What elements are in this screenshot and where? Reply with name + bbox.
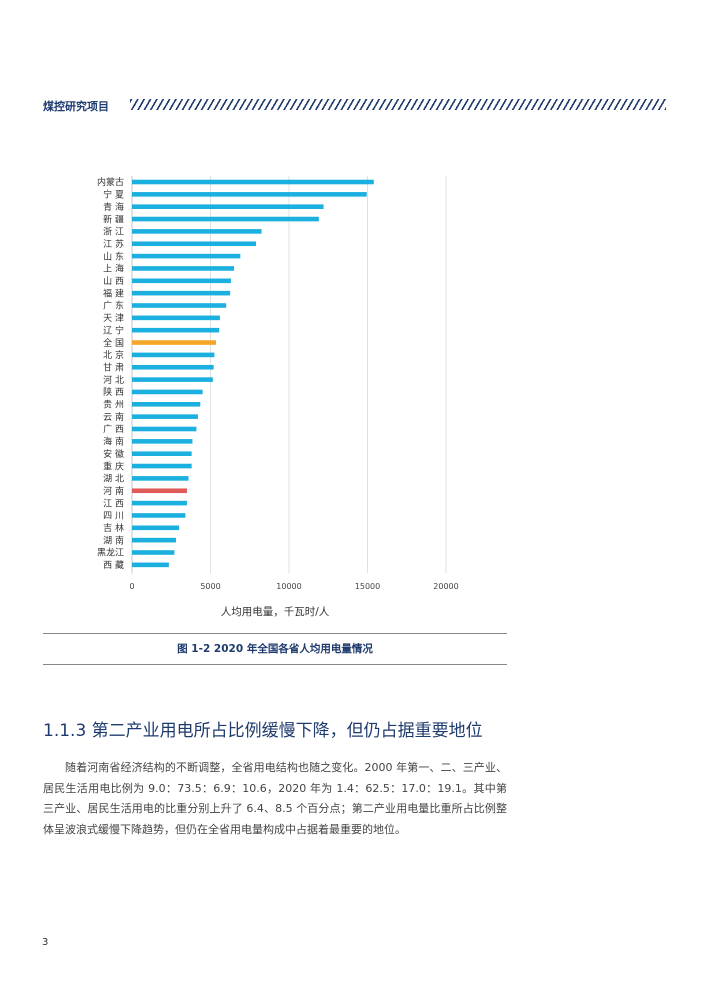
category-label: 湖 南 <box>103 534 124 546</box>
bar <box>132 414 198 419</box>
category-label: 辽 宁 <box>103 324 124 336</box>
category-label: 吉 林 <box>103 522 124 534</box>
section-heading: 1.1.3 第二产业用电所占比例缓慢下降，但仍占据重要地位 <box>43 721 483 741</box>
x-tick-label: 10000 <box>276 582 301 591</box>
category-label: 西 藏 <box>103 559 124 571</box>
category-label: 安 徽 <box>103 448 124 460</box>
category-label: 河 南 <box>103 485 124 497</box>
bar <box>132 352 215 358</box>
bar <box>132 204 324 209</box>
caption-bottom-rule <box>43 664 507 665</box>
category-label: 重 庆 <box>103 460 124 472</box>
bar <box>132 439 193 444</box>
bar <box>132 463 192 469</box>
bar <box>132 266 235 271</box>
category-label: 宁 夏 <box>103 189 124 201</box>
category-label: 江 西 <box>103 498 124 509</box>
bar <box>132 315 220 321</box>
category-label: 河 北 <box>103 374 124 386</box>
bar <box>132 229 262 234</box>
category-label: 青 海 <box>103 201 124 213</box>
bar <box>132 290 231 296</box>
bar <box>132 488 187 494</box>
x-tick-label: 20000 <box>433 582 458 591</box>
category-label: 江 苏 <box>103 238 124 250</box>
category-label: 黑龙江 <box>97 547 124 559</box>
bar <box>132 426 197 432</box>
bar <box>132 513 186 518</box>
caption-top-rule <box>43 633 507 634</box>
figure-caption: 图 1-2 2020 年全国各省人均用电量情况 <box>177 643 373 655</box>
bar <box>132 389 203 395</box>
category-label: 广 西 <box>103 423 124 435</box>
bar <box>132 377 213 382</box>
category-label: 浙 江 <box>103 226 124 238</box>
category-label: 甘 肃 <box>103 361 124 373</box>
x-tick-label: 15000 <box>355 582 380 591</box>
category-label: 天 津 <box>103 313 124 324</box>
bar <box>132 303 227 308</box>
bar <box>132 451 192 456</box>
category-label: 贵 州 <box>103 399 124 411</box>
category-label: 新 疆 <box>103 213 124 225</box>
bar <box>132 278 231 284</box>
body-paragraph: 随着河南省经济结构的不断调整，全省用电结构也随之变化。2000 年第一、二、三产… <box>43 761 507 836</box>
bar <box>132 192 367 197</box>
bar <box>132 340 216 345</box>
bar <box>132 402 201 407</box>
category-label: 全 国 <box>103 337 124 349</box>
header-title: 煤控研究项目 <box>43 100 109 113</box>
category-label: 广 东 <box>103 300 124 312</box>
category-label: 海 南 <box>103 436 124 448</box>
category-label: 内蒙古 <box>97 176 124 188</box>
bar <box>132 500 187 506</box>
category-label: 山 西 <box>103 276 124 287</box>
category-label: 北 京 <box>103 349 124 361</box>
x-tick-label: 0 <box>129 582 134 591</box>
category-label: 福 建 <box>103 287 124 299</box>
category-label: 湖 北 <box>103 474 124 485</box>
bar <box>132 537 176 543</box>
bar <box>132 550 175 555</box>
bar <box>132 364 214 370</box>
bar <box>132 216 319 222</box>
bar <box>132 562 169 568</box>
bar <box>132 327 220 333</box>
bar <box>132 179 374 185</box>
category-label: 上 海 <box>103 263 124 275</box>
bar <box>132 476 189 481</box>
x-tick-label: 5000 <box>200 582 220 591</box>
category-label: 陕 西 <box>103 386 124 398</box>
x-axis-title: 人均用电量，千瓦时/人 <box>221 605 330 618</box>
category-label: 云 南 <box>103 411 124 423</box>
category-label: 四 川 <box>103 512 124 522</box>
bar <box>132 525 180 531</box>
bar <box>132 253 241 259</box>
header-stripe-decoration <box>130 99 666 110</box>
page-number: 3 <box>42 937 49 948</box>
bar <box>132 241 257 247</box>
category-label: 山 东 <box>103 250 124 262</box>
